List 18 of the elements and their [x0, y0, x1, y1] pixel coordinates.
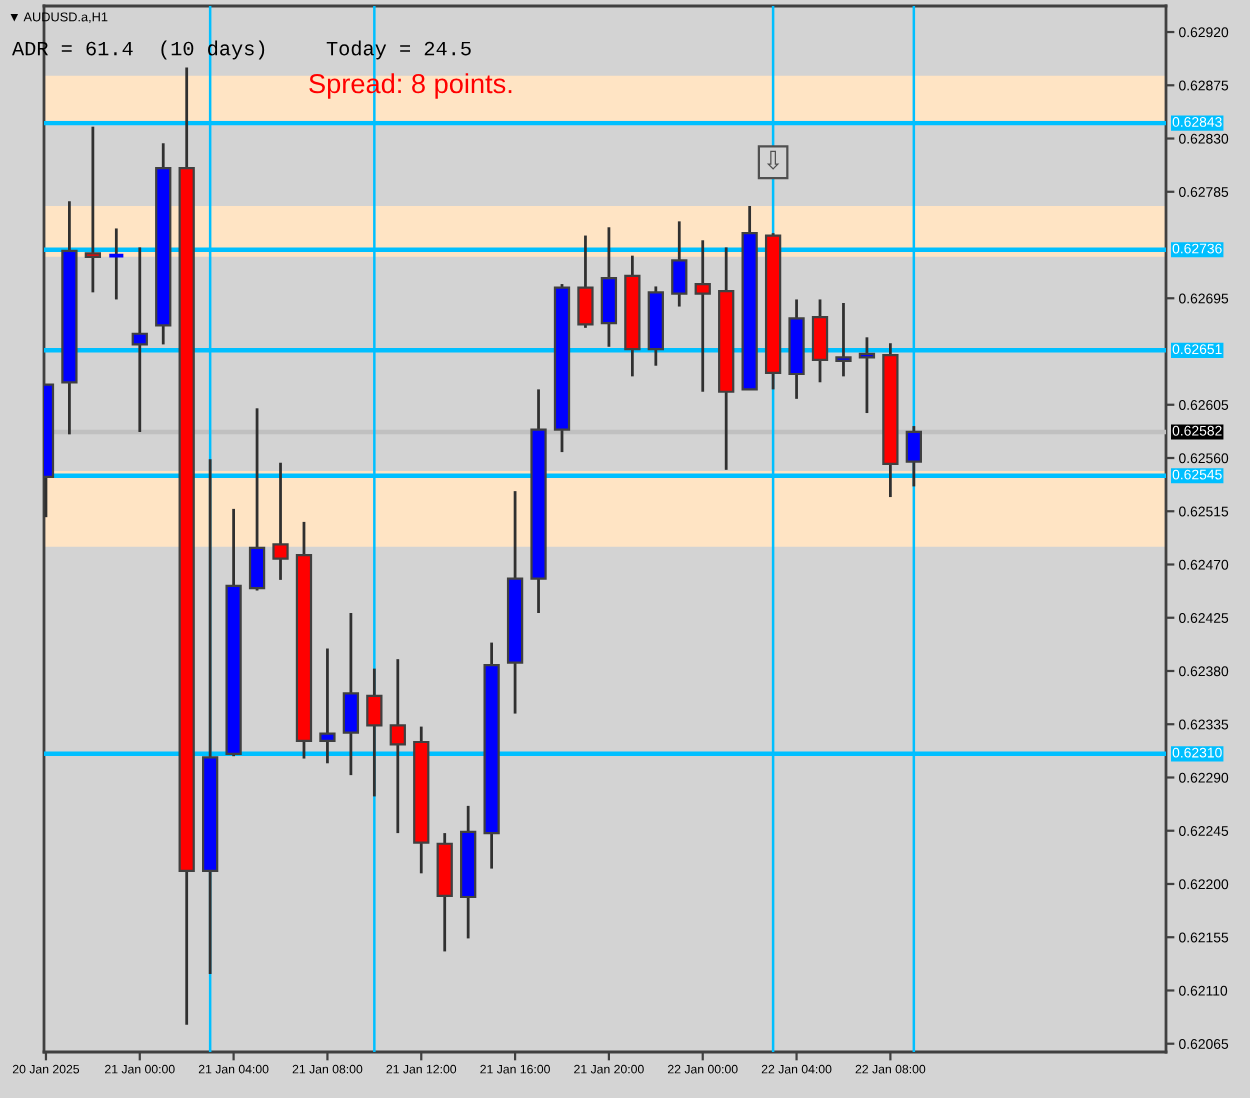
candlestick [389, 657, 406, 835]
candlestick [366, 667, 383, 798]
candlestick [107, 227, 126, 301]
candlestick [694, 238, 711, 394]
candlestick [131, 245, 148, 434]
candlestick [671, 219, 688, 308]
candlestick [577, 234, 594, 330]
candlestick [905, 424, 922, 488]
candlestick [272, 461, 289, 582]
candlestick [600, 225, 618, 349]
candlestick [319, 647, 336, 765]
candlestick [248, 406, 266, 592]
annotation: ⇩ [766, 150, 780, 170]
candlestick [84, 125, 102, 294]
candlestick [835, 301, 852, 378]
candlestick [342, 611, 360, 777]
candlestick [811, 298, 829, 384]
candlestick [858, 335, 876, 415]
